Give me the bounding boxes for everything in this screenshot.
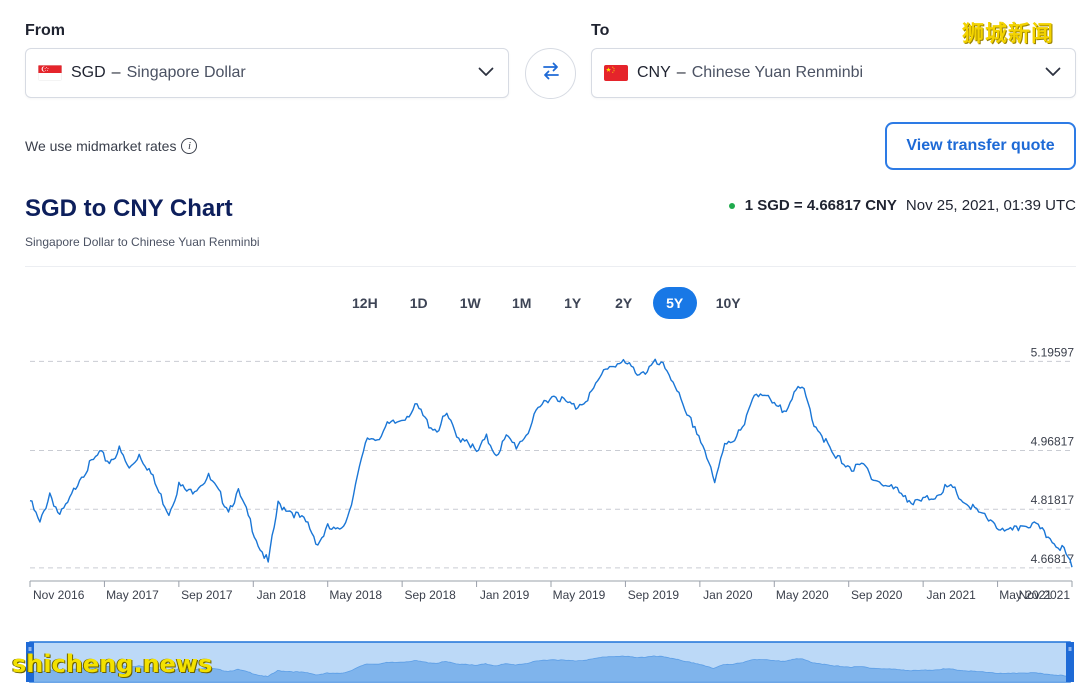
x-tick-label: Jan 2020 <box>703 588 753 602</box>
x-tick-label: Jan 2019 <box>480 588 530 602</box>
period-button-10y[interactable]: 10Y <box>715 295 741 311</box>
x-tick-label: Jan 2018 <box>257 588 307 602</box>
rate-value: 1 SGD = 4.66817 CNY <box>744 197 897 214</box>
chevron-down-icon <box>478 64 494 82</box>
period-button-1m[interactable]: 1M <box>511 295 532 311</box>
navigator-right-handle[interactable] <box>1066 642 1074 682</box>
from-currency-name: Singapore Dollar <box>126 64 246 81</box>
navigator-left-handle[interactable] <box>26 642 34 682</box>
midmarket-note: We use midmarket rates i <box>25 138 198 154</box>
singapore-flag-icon <box>38 65 62 81</box>
chevron-down-icon <box>1045 64 1061 82</box>
y-tick-label: 4.66817 <box>1031 552 1075 566</box>
info-icon[interactable]: i <box>181 138 198 154</box>
x-tick-label: May 2017 <box>106 588 159 602</box>
watermark-logo-cn: 狮城新闻 <box>962 22 1055 47</box>
rate-timestamp: Nov 25, 2021, 01:39 UTC <box>905 197 1076 214</box>
period-button-1d[interactable]: 1D <box>409 295 428 311</box>
period-button-5y[interactable]: 5Y <box>652 287 697 319</box>
to-currency-name: Chinese Yuan Renminbi <box>691 64 864 81</box>
midmarket-note-text: We use midmarket rates <box>25 138 177 154</box>
current-rate: 1 SGD = 4.66817 CNY Nov 25, 2021, 01:39 … <box>728 197 1076 214</box>
swap-arrows-icon <box>541 62 561 85</box>
x-tick-label: May 2020 <box>776 588 829 602</box>
x-tick-label: Sep 2019 <box>628 588 680 602</box>
period-button-1w[interactable]: 1W <box>459 295 481 311</box>
x-tick-label: May 2019 <box>553 588 606 602</box>
chart-title: SGD to CNY Chart <box>25 195 233 222</box>
live-status-dot <box>728 202 735 209</box>
x-tick-label: Sep 2017 <box>181 588 233 602</box>
y-tick-label: 5.19597 <box>1031 345 1075 359</box>
x-tick-label: Sep 2020 <box>851 588 903 602</box>
from-currency-separator: – <box>111 64 121 81</box>
chart-subtitle: Singapore Dollar to Chinese Yuan Renminb… <box>25 235 260 249</box>
from-label: From <box>25 22 65 39</box>
y-tick-label: 4.81817 <box>1031 493 1075 507</box>
period-selector: 12H 1D 1W 1M 1Y 2Y 5Y 10Y <box>340 287 760 319</box>
period-button-2y[interactable]: 2Y <box>615 295 633 311</box>
x-tick-label: May 2021 <box>999 588 1052 602</box>
swap-currencies-button[interactable] <box>525 48 576 99</box>
to-label: To <box>591 22 610 39</box>
range-navigator[interactable] <box>0 638 1080 687</box>
to-currency-code: CNY <box>637 64 671 81</box>
navigator-area-series <box>29 655 1071 683</box>
rate-line-series <box>29 358 1073 568</box>
to-currency-select[interactable]: CNY – Chinese Yuan Renminbi <box>591 48 1076 98</box>
x-tick-label: Sep 2018 <box>404 588 456 602</box>
y-tick-label: 4.96817 <box>1031 435 1075 449</box>
watermark-logo-en: shicheng.news <box>12 650 213 678</box>
exchange-rate-chart[interactable]: 5.19597 4.96817 4.81817 4.66817 Nov 2016 May … <box>0 330 1080 610</box>
view-transfer-quote-button[interactable]: View transfer quote <box>885 122 1076 170</box>
x-tick-label: Nov 2016 <box>33 588 85 602</box>
period-button-12h[interactable]: 12H <box>352 295 378 311</box>
from-currency-code: SGD <box>71 64 106 81</box>
to-currency-separator: – <box>676 64 686 81</box>
x-tick-label: Jan 2021 <box>926 588 976 602</box>
x-tick-label: Nov 2021 <box>1019 588 1071 602</box>
from-currency-select[interactable]: SGD – Singapore Dollar <box>25 48 509 98</box>
section-divider <box>25 266 1076 267</box>
china-flag-icon <box>604 65 628 81</box>
period-button-1y[interactable]: 1Y <box>564 295 582 311</box>
x-tick-label: May 2018 <box>329 588 382 602</box>
